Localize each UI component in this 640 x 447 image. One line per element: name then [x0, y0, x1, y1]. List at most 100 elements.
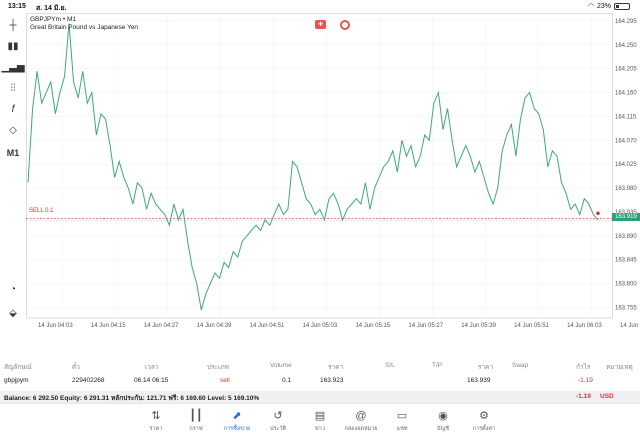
battery-level: [616, 4, 620, 8]
balance-row: Balance: 6 292.50 Equity: 6 291.31 หลักป…: [0, 391, 640, 403]
header-price: ราคา: [328, 364, 344, 371]
tab-chat[interactable]: ▭ แชท: [382, 409, 422, 433]
y-tick-label: 164.070: [615, 138, 637, 144]
tab-label: ประวัติ: [269, 426, 287, 432]
symbol-title: GBPJPYm • M1: [30, 16, 76, 23]
position-row[interactable]: gbpjpym 229402268 06.14 06:15 sell 0.1 1…: [0, 375, 640, 387]
app-logo-icon[interactable]: ⬙: [9, 307, 17, 319]
x-tick-label: 14 Jun 06:15: [620, 323, 640, 329]
x-tick-label: 14 Jun 04:51: [250, 323, 285, 329]
tab-chart[interactable]: ┃┃ กราฟ: [176, 409, 216, 433]
news-icon: ▤: [314, 410, 326, 422]
indicators-icon[interactable]: ⫶⫶: [10, 82, 16, 94]
header-type: ประเภท: [207, 364, 229, 371]
y-tick-label: 164.250: [615, 43, 637, 49]
account-icon: ◉: [438, 410, 448, 422]
y-tick-label: 163.890: [615, 234, 637, 240]
x-tick-label: 14 Jun 06:03: [567, 323, 602, 329]
price-series-line: [27, 23, 599, 311]
y-tick-label: 164.295: [615, 19, 637, 25]
tab-label: การตั้งค่า: [472, 426, 496, 432]
signals-icon[interactable]: ◔: [9, 283, 17, 295]
candles-icon: ┃┃: [189, 410, 203, 422]
y-tick-label: 164.115: [615, 114, 637, 120]
history-icon: ↺: [273, 410, 283, 422]
header-sl: S/L: [385, 362, 395, 369]
tab-quotes[interactable]: ⇅ ราคา: [136, 409, 176, 433]
crosshair-icon[interactable]: ┼: [9, 19, 17, 31]
tab-mailbox[interactable]: @ กล่องจดหมาย: [341, 409, 381, 433]
candle-type-icon[interactable]: ▮▮: [7, 40, 19, 52]
position-price: 163.939: [467, 377, 491, 384]
y-tick-label: 164.205: [615, 67, 637, 73]
tab-trade[interactable]: ⬈ การซื้อขาย: [217, 409, 257, 433]
y-tick-label: 164.160: [615, 91, 637, 97]
tab-news[interactable]: ▤ ข่าว: [300, 409, 340, 433]
status-right: ◠ 23%: [588, 2, 630, 10]
status-date: ส. 14 มิ.ย.: [36, 5, 67, 12]
header-comment: หมายเหตุ: [606, 364, 633, 371]
tab-label: การซื้อขาย: [223, 426, 251, 432]
x-tick-label: 14 Jun 04:27: [144, 323, 179, 329]
tab-label: กล่องจดหมาย: [344, 426, 378, 432]
at-icon: @: [355, 410, 367, 422]
header-profit: กำไร: [576, 364, 591, 371]
y-tick-label: 164.025: [615, 162, 637, 168]
x-tick-label: 14 Jun 05:39: [461, 323, 496, 329]
position-volume: 0.1: [282, 377, 292, 384]
header-swap: Swap: [512, 362, 529, 369]
symbol-description: Great Britain Pound vs Japanese Yen: [30, 24, 139, 31]
status-time: 13:15: [8, 3, 26, 10]
sync-button[interactable]: [340, 20, 350, 30]
y-tick-label: 163.980: [615, 186, 637, 192]
y-tick-label: 163.755: [615, 305, 637, 311]
x-tick-label: 14 Jun 05:51: [514, 323, 549, 329]
position-time: 06.14 06:15: [134, 377, 169, 384]
x-tick-label: 14 Jun 04:15: [91, 323, 126, 329]
function-icon[interactable]: f: [11, 103, 15, 115]
tab-label: ราคา: [149, 426, 163, 432]
balance-profit: -1.19: [576, 393, 591, 400]
y-tick-label: 163.845: [615, 258, 637, 264]
tab-label: กราฟ: [189, 426, 203, 432]
header-tp: T/P: [432, 362, 443, 369]
timeframe-button[interactable]: M1: [6, 148, 20, 158]
header-time: เวลา: [145, 364, 159, 371]
bottom-tab-bar: ⇅ ราคา ┃┃ กราฟ ⬈ การซื้อขาย ↺ ประวัติ ▤ ข่าว …: [0, 403, 640, 447]
sell-order-label[interactable]: SELL 0.1: [29, 208, 54, 214]
x-tick-label: 14 Jun 05:27: [408, 323, 443, 329]
position-ticket: 229402268: [72, 377, 105, 384]
balance-currency: USD: [600, 393, 614, 400]
position-profit: -1.19: [578, 377, 593, 384]
trade-chart-icon: ⬈: [232, 410, 242, 422]
bars-type-icon[interactable]: ▁▃▅: [1, 61, 25, 73]
status-bar: 13:15 ส. 14 มิ.ย. ◠ 23%: [0, 0, 640, 13]
header-symbol: สัญลักษณ์: [4, 364, 32, 371]
battery-icon: [614, 2, 630, 10]
tab-account[interactable]: ◉ บัญชี: [423, 409, 463, 433]
left-toolbar: ┼ ▮▮ ▁▃▅ ⫶⫶ f ◇ M1 ◔ ⬙: [0, 13, 26, 330]
tab-history[interactable]: ↺ ประวัติ: [258, 409, 298, 433]
plot-frame: [26, 13, 613, 319]
x-tick-label: 14 Jun 04:39: [197, 323, 232, 329]
position-symbol: gbpjpym: [4, 377, 29, 384]
one-click-trading-button[interactable]: ✚: [315, 20, 326, 29]
sell-marker: [596, 211, 600, 216]
tab-label: บัญชี: [437, 426, 449, 432]
objects-icon[interactable]: ◇: [9, 124, 17, 136]
battery-percent: 23%: [596, 2, 611, 10]
current-price-tag: 163.919: [612, 213, 640, 221]
x-tick-label: 14 Jun 05:15: [355, 323, 390, 329]
tab-settings[interactable]: ⚙ การตั้งค่า: [464, 409, 504, 433]
tab-label: แชท: [396, 426, 408, 432]
x-tick-label: 14 Jun 04:03: [38, 323, 73, 329]
position-type: sell: [220, 377, 230, 384]
arrows-updown-icon: ⇅: [151, 410, 161, 422]
x-tick-label: 14 Jun 05:03: [303, 323, 338, 329]
wifi-icon: ◠: [587, 3, 594, 10]
gear-icon: ⚙: [479, 410, 489, 422]
price-chart[interactable]: 164.295 164.250 164.205 164.160 164.115 164.0…: [26, 13, 640, 330]
y-tick-label: 163.800: [615, 282, 637, 288]
header-current-price: ราคา: [478, 364, 494, 371]
balance-summary: Balance: 6 292.50 Equity: 6 291.31 หลักป…: [4, 395, 260, 402]
